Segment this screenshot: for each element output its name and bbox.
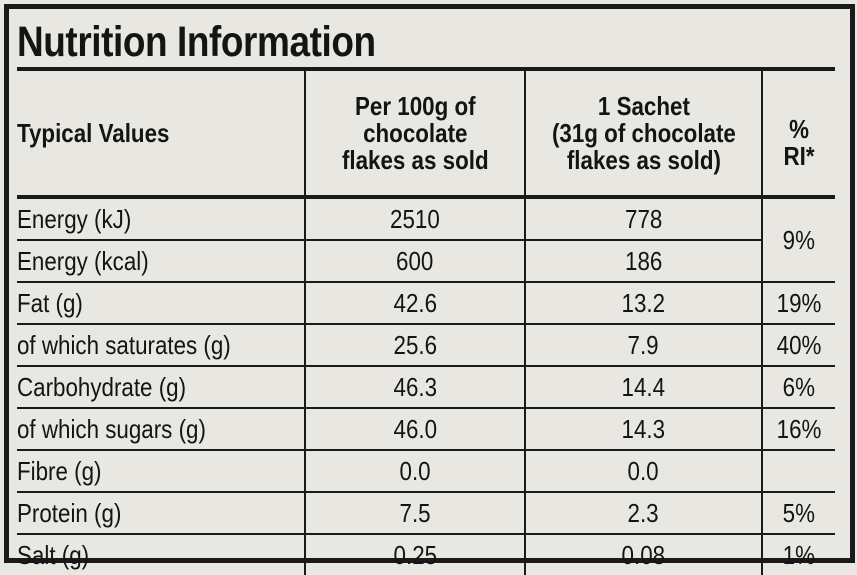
nutrient-label: Protein (g) [17,492,305,535]
per-100g-value: 2510 [304,197,525,241]
per-sachet-value: 7.9 [524,324,762,367]
ri-value: 9% [761,197,835,283]
table-row: Carbohydrate (g) 46.3 14.4 6% [17,366,835,409]
per-100g-value: 7.5 [304,492,525,535]
table-row: Protein (g) 7.5 2.3 5% [17,492,835,535]
table-row: of which sugars (g) 46.0 14.3 16% [17,408,835,451]
per-sachet-value: 14.4 [524,366,762,409]
table-row: Fat (g) 42.6 13.2 19% [17,282,835,325]
per-100g-value: 25.6 [304,324,525,367]
per-100g-value: 46.3 [304,366,525,409]
header-row: Typical Values Per 100g of chocolate flake… [17,69,835,199]
per-sachet-value: 186 [524,240,762,283]
ri-value: 40% [761,324,835,367]
per-sachet-value: 778 [524,197,762,241]
ri-value [761,450,835,493]
per-100g-value: 0.0 [304,450,525,493]
header-ri: % RI* [761,69,835,199]
per-sachet-value: 0.0 [524,450,762,493]
nutrient-label: Energy (kcal) [17,240,305,283]
per-sachet-value: 13.2 [524,282,762,325]
header-typical-values: Typical Values [17,69,305,199]
per-sachet-value: 2.3 [524,492,762,535]
header-per-sachet: 1 Sachet (31g of chocolate flakes as sold) [524,69,762,199]
table-row: Salt (g) 0.25 0.08 1% [17,534,835,575]
per-sachet-value: 14.3 [524,408,762,451]
per-100g-value: 0.25 [304,534,525,575]
table-row: Energy (kcal) 600 186 [17,240,835,283]
nutrition-table: Typical Values Per 100g of chocolate flake… [17,67,835,575]
header-per-100g: Per 100g of chocolate flakes as sold [304,69,525,199]
ri-value: 5% [761,492,835,535]
ri-value: 16% [761,408,835,451]
nutrient-label: Fibre (g) [17,450,305,493]
ri-value: 19% [761,282,835,325]
ri-value: 6% [761,366,835,409]
table-row: Energy (kJ) 2510 778 9% [17,197,835,283]
nutrient-label: of which sugars (g) [17,408,305,451]
per-100g-value: 42.6 [304,282,525,325]
table-row: Fibre (g) 0.0 0.0 [17,450,835,493]
page-title: Nutrition Information [17,18,376,66]
ri-value: 1% [761,534,835,575]
nutrient-label: Fat (g) [17,282,305,325]
nutrient-label: Carbohydrate (g) [17,366,305,409]
table-row: of which saturates (g) 25.6 7.9 40% [17,324,835,367]
per-100g-value: 600 [304,240,525,283]
per-sachet-value: 0.08 [524,534,762,575]
per-100g-value: 46.0 [304,408,525,451]
nutrient-label: Energy (kJ) [17,197,305,241]
nutrient-label: Salt (g) [17,539,90,570]
nutrient-label: of which saturates (g) [17,324,305,367]
